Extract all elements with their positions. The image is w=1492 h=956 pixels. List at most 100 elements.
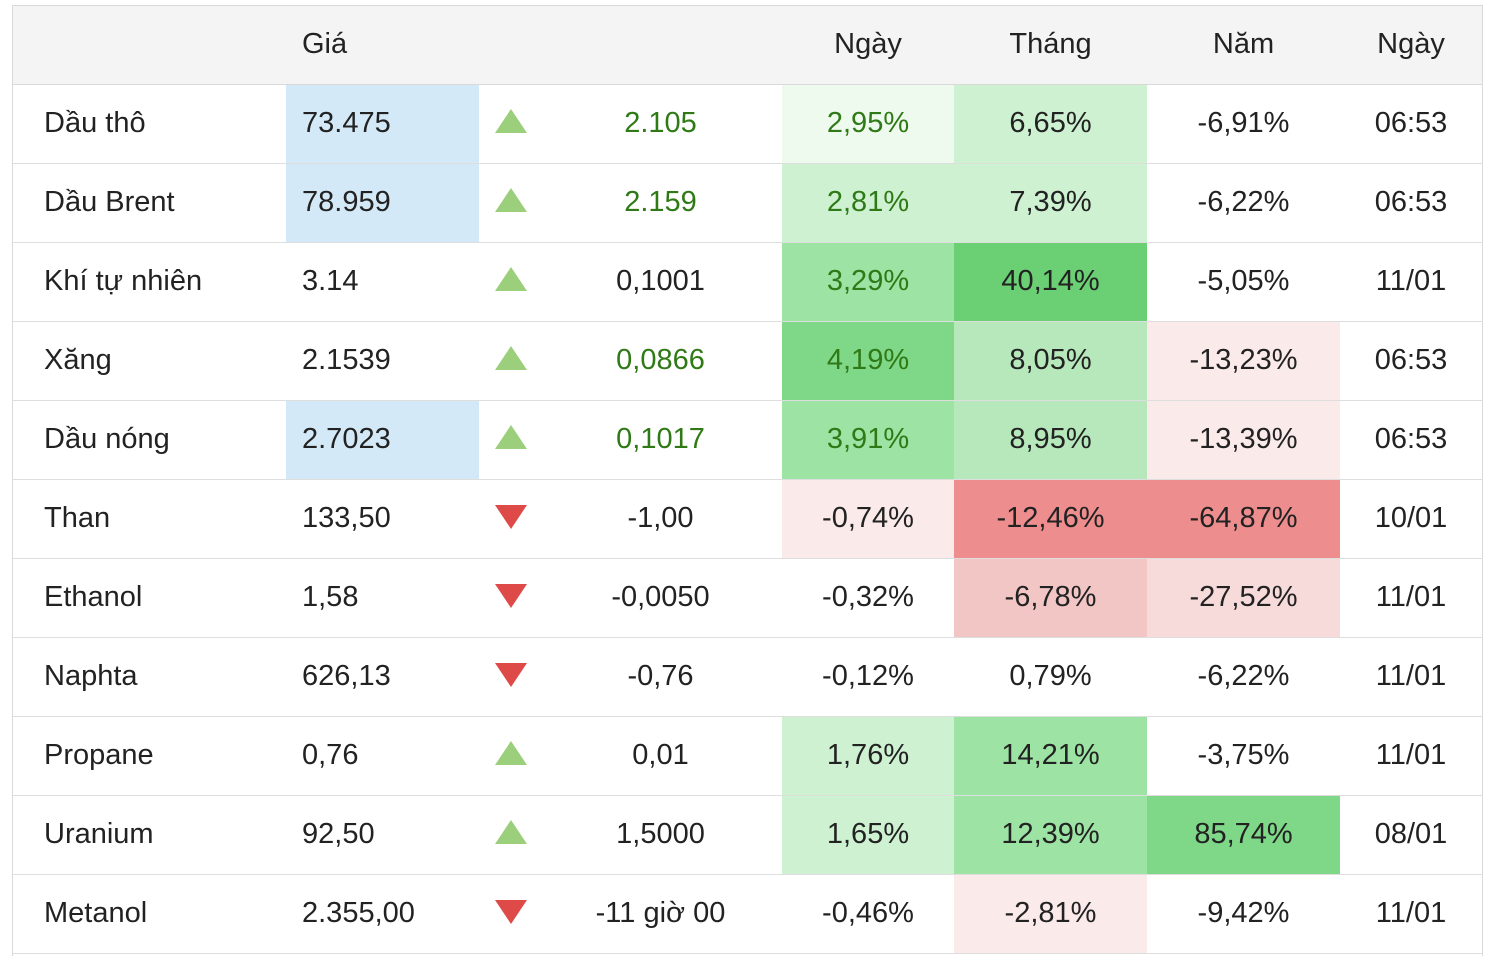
energy-commodities-table: Giá Ngày Tháng Năm Ngày Dầu thô 73.475 2.1… <box>13 6 1482 954</box>
year-change-cell: -64,87% <box>1147 479 1340 559</box>
direction-cell <box>479 558 539 638</box>
change-cell: -0,76 <box>539 637 782 717</box>
price-cell: 1,58 <box>286 558 479 638</box>
year-change-cell: -13,23% <box>1147 321 1340 401</box>
header-name[interactable] <box>13 6 286 85</box>
price-cell: 73.475 <box>286 84 479 164</box>
time-cell: 11/01 <box>1340 874 1482 954</box>
triangle-up-icon <box>495 425 527 450</box>
price-cell: 3.14 <box>286 242 479 322</box>
table-row[interactable]: Metanol 2.355,00 -11 giờ 00 -0,46% -2,81% -9,… <box>13 874 1482 954</box>
commodity-name-link[interactable]: Dầu Brent <box>13 163 286 243</box>
commodity-name-link[interactable]: Khí tự nhiên <box>13 242 286 322</box>
table-row[interactable]: Propane 0,76 0,01 1,76% 14,21% -3,75% 11/01 <box>13 716 1482 796</box>
header-year[interactable]: Năm <box>1147 6 1340 85</box>
change-cell: 0,01 <box>539 716 782 796</box>
table-row[interactable]: Dầu Brent 78.959 2.159 2,81% 7,39% -6,22% 06:5… <box>13 163 1482 243</box>
month-change-cell: 0,79% <box>954 637 1147 717</box>
time-cell: 11/01 <box>1340 242 1482 322</box>
time-cell: 11/01 <box>1340 637 1482 717</box>
direction-cell <box>479 242 539 322</box>
header-change[interactable] <box>539 6 782 85</box>
header-arrow <box>479 6 539 85</box>
day-change-cell: -0,46% <box>782 874 954 954</box>
direction-cell <box>479 84 539 164</box>
time-cell: 06:53 <box>1340 84 1482 164</box>
price-cell: 626,13 <box>286 637 479 717</box>
table-row[interactable]: Uranium 92,50 1,5000 1,65% 12,39% 85,74% 08/01 <box>13 795 1482 875</box>
month-change-cell: -2,81% <box>954 874 1147 954</box>
change-cell: -11 giờ 00 <box>539 874 782 954</box>
time-cell: 06:53 <box>1340 321 1482 401</box>
energy-commodities-table-container: Giá Ngày Tháng Năm Ngày Dầu thô 73.475 2.1… <box>12 5 1483 956</box>
year-change-cell: -6,22% <box>1147 163 1340 243</box>
time-cell: 06:53 <box>1340 400 1482 480</box>
header-day[interactable]: Ngày <box>782 6 954 85</box>
table-row[interactable]: Xăng 2.1539 0,0866 4,19% 8,05% -13,23% 06:53 <box>13 321 1482 401</box>
commodity-name-link[interactable]: Metanol <box>13 874 286 954</box>
commodity-name-link[interactable]: Dầu thô <box>13 84 286 164</box>
change-cell: 0,1017 <box>539 400 782 480</box>
direction-cell <box>479 795 539 875</box>
price-cell: 2.7023 <box>286 400 479 480</box>
month-change-cell: 6,65% <box>954 84 1147 164</box>
price-cell: 2.355,00 <box>286 874 479 954</box>
year-change-cell: 85,74% <box>1147 795 1340 875</box>
commodity-name-link[interactable]: Xăng <box>13 321 286 401</box>
table-row[interactable]: Naphta 626,13 -0,76 -0,12% 0,79% -6,22% 11/01 <box>13 637 1482 717</box>
triangle-up-icon <box>495 188 527 213</box>
month-change-cell: -6,78% <box>954 558 1147 638</box>
triangle-down-icon <box>495 584 527 609</box>
month-change-cell: 8,95% <box>954 400 1147 480</box>
table-row[interactable]: Dầu nóng 2.7023 0,1017 3,91% 8,95% -13,39% 06:… <box>13 400 1482 480</box>
day-change-cell: 1,65% <box>782 795 954 875</box>
triangle-up-icon <box>495 267 527 292</box>
year-change-cell: -5,05% <box>1147 242 1340 322</box>
commodity-name-link[interactable]: Naphta <box>13 637 286 717</box>
header-row: Giá Ngày Tháng Năm Ngày <box>13 6 1482 85</box>
triangle-down-icon <box>495 900 527 925</box>
month-change-cell: -12,46% <box>954 479 1147 559</box>
direction-cell <box>479 479 539 559</box>
triangle-up-icon <box>495 820 527 845</box>
triangle-up-icon <box>495 109 527 134</box>
price-cell: 78.959 <box>286 163 479 243</box>
commodity-name-link[interactable]: Than <box>13 479 286 559</box>
month-change-cell: 12,39% <box>954 795 1147 875</box>
change-cell: 2.105 <box>539 84 782 164</box>
year-change-cell: -6,22% <box>1147 637 1340 717</box>
triangle-up-icon <box>495 741 527 766</box>
year-change-cell: -3,75% <box>1147 716 1340 796</box>
price-cell: 133,50 <box>286 479 479 559</box>
header-price[interactable]: Giá <box>286 6 479 85</box>
table-row[interactable]: Than 133,50 -1,00 -0,74% -12,46% -64,87% 10/01 <box>13 479 1482 559</box>
month-change-cell: 14,21% <box>954 716 1147 796</box>
header-month[interactable]: Tháng <box>954 6 1147 85</box>
commodity-name-link[interactable]: Dầu nóng <box>13 400 286 480</box>
change-cell: -0,0050 <box>539 558 782 638</box>
time-cell: 08/01 <box>1340 795 1482 875</box>
table-row[interactable]: Dầu thô 73.475 2.105 2,95% 6,65% -6,91% 06:53 <box>13 84 1482 164</box>
time-cell: 11/01 <box>1340 716 1482 796</box>
direction-cell <box>479 874 539 954</box>
price-cell: 92,50 <box>286 795 479 875</box>
day-change-cell: 1,76% <box>782 716 954 796</box>
day-change-cell: 3,91% <box>782 400 954 480</box>
commodity-name-link[interactable]: Propane <box>13 716 286 796</box>
direction-cell <box>479 637 539 717</box>
header-time[interactable]: Ngày <box>1340 6 1482 85</box>
table-row[interactable]: Ethanol 1,58 -0,0050 -0,32% -6,78% -27,52% 11/… <box>13 558 1482 638</box>
day-change-cell: 3,29% <box>782 242 954 322</box>
year-change-cell: -9,42% <box>1147 874 1340 954</box>
commodity-name-link[interactable]: Ethanol <box>13 558 286 638</box>
table-row[interactable]: Khí tự nhiên 3.14 0,1001 3,29% 40,14% -5,05% 1… <box>13 242 1482 322</box>
table-header: Giá Ngày Tháng Năm Ngày <box>13 6 1482 85</box>
change-cell: -1,00 <box>539 479 782 559</box>
direction-cell <box>479 163 539 243</box>
price-cell: 2.1539 <box>286 321 479 401</box>
day-change-cell: 2,81% <box>782 163 954 243</box>
commodity-name-link[interactable]: Uranium <box>13 795 286 875</box>
day-change-cell: -0,32% <box>782 558 954 638</box>
time-cell: 11/01 <box>1340 558 1482 638</box>
triangle-up-icon <box>495 346 527 371</box>
